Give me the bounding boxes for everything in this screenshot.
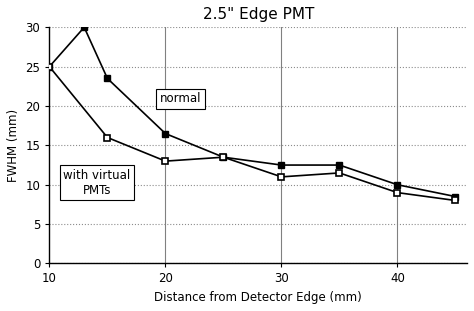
- X-axis label: Distance from Detector Edge (mm): Distance from Detector Edge (mm): [155, 291, 362, 304]
- Text: normal: normal: [160, 92, 201, 105]
- Title: 2.5" Edge PMT: 2.5" Edge PMT: [202, 7, 314, 22]
- Text: with virtual
PMTs: with virtual PMTs: [64, 169, 130, 197]
- Y-axis label: FWHM (mm): FWHM (mm): [7, 109, 20, 182]
